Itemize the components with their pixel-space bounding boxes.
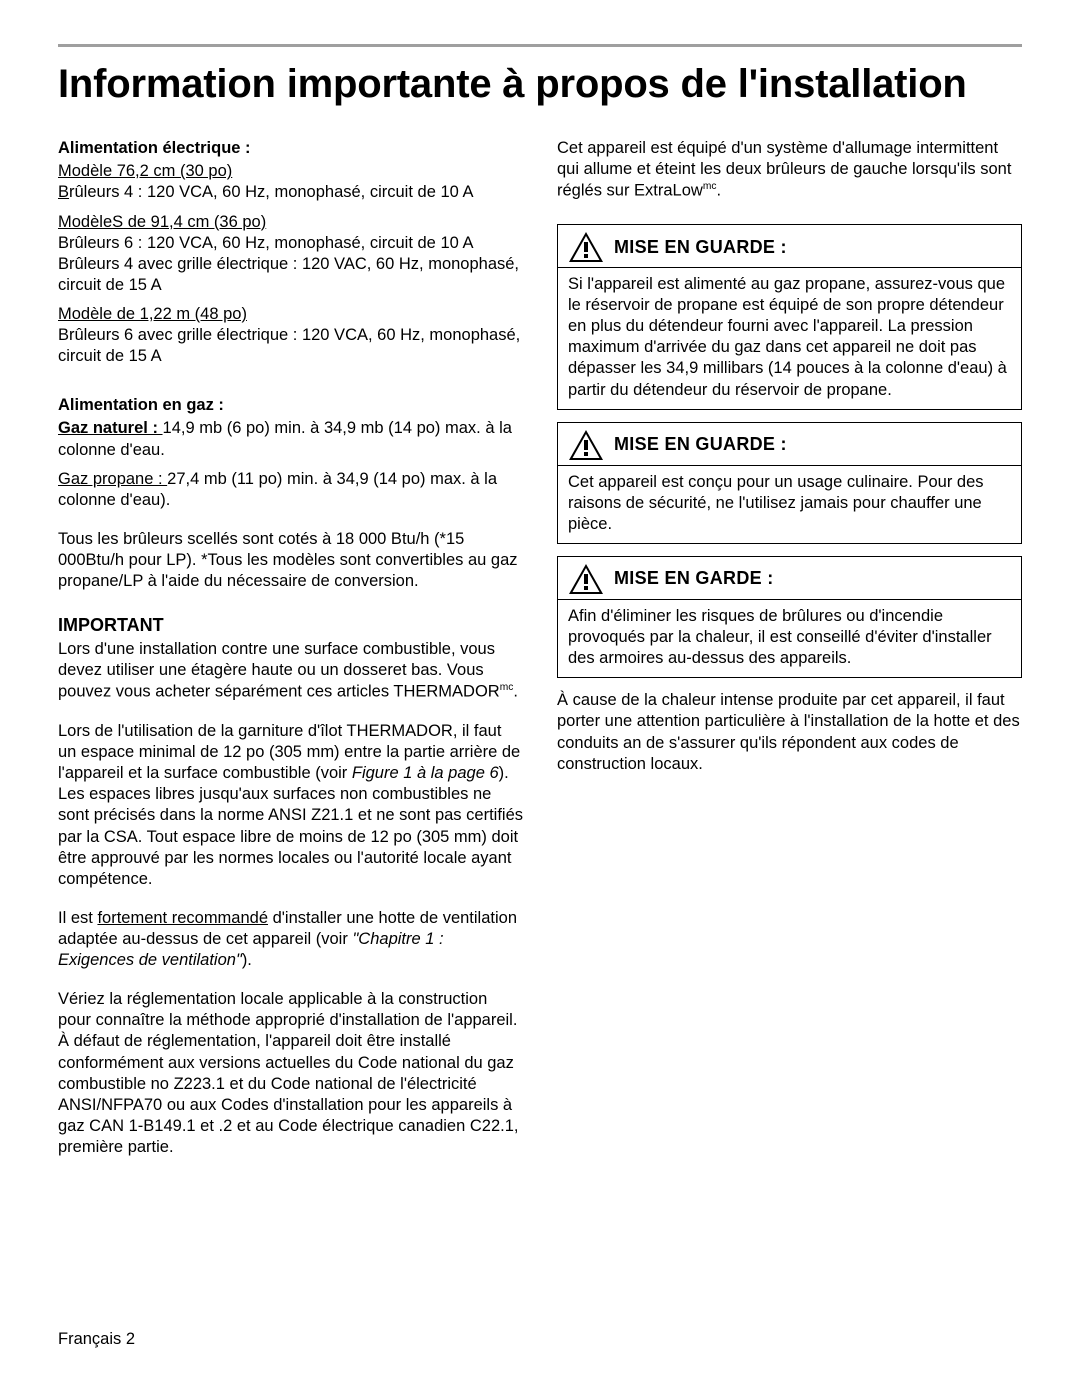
- model-48-block: Modèle de 1,22 m (48 po) Brûleurs 6 avec…: [58, 304, 523, 367]
- warning-box-2: MISE EN GUARDE : Cet appareil est conçu …: [557, 422, 1022, 544]
- gas-natural-block: Gaz naturel : 14,9 mb (6 po) min. à 34,9…: [58, 418, 523, 460]
- warning-3-header: MISE EN GARDE :: [558, 557, 1021, 599]
- closing-paragraph: À cause de la chaleur intense produite p…: [557, 690, 1022, 774]
- important-a-1: Lors d'une installation contre une surfa…: [58, 640, 500, 701]
- warning-1-title: MISE EN GUARDE :: [614, 236, 787, 259]
- gas-propane-block: Gaz propane : 27,4 mb (11 po) min. à 34,…: [58, 469, 523, 511]
- important-b-2: ). Les espaces libres jusqu'aux surfaces…: [58, 764, 523, 888]
- gas-propane-label: Gaz propane :: [58, 470, 167, 488]
- electrical-supply-heading: Alimentation électrique :: [58, 138, 523, 159]
- warning-2-body: Cet appareil est conçu pour un usage cul…: [558, 466, 1021, 543]
- model-48-label: Modèle de 1,22 m (48 po): [58, 305, 247, 323]
- intro-paragraph: Cet appareil est équipé d'un système d'a…: [557, 138, 1022, 202]
- model-36-block: ModèleS de 91,4 cm (36 po) Brûleurs 6 : …: [58, 212, 523, 296]
- intro-sup: mc: [703, 181, 717, 192]
- warning-box-1: MISE EN GUARDE : Si l'appareil est alime…: [557, 224, 1022, 410]
- warning-2-title: MISE EN GUARDE :: [614, 433, 787, 456]
- intro-1: Cet appareil est équipé d'un système d'a…: [557, 139, 1011, 200]
- important-a-2: .: [513, 683, 518, 701]
- intro-2: .: [716, 182, 721, 200]
- page-title: Information importante à propos de l'ins…: [58, 61, 1022, 108]
- warning-2-header: MISE EN GUARDE :: [558, 423, 1021, 465]
- model-30-block: Modèle 76,2 cm (30 po) Brûleurs 4 : 120 …: [58, 161, 523, 203]
- two-column-layout: Alimentation électrique : Modèle 76,2 cm…: [58, 138, 1022, 1176]
- left-column: Alimentation électrique : Modèle 76,2 cm…: [58, 138, 523, 1176]
- gas-supply-heading: Alimentation en gaz :: [58, 395, 523, 416]
- page-footer: Français 2: [58, 1330, 135, 1349]
- page-top-rule: [58, 44, 1022, 47]
- right-column: Cet appareil est équipé d'un système d'a…: [557, 138, 1022, 1176]
- model-36-label: ModèleS de 91,4 cm (36 po): [58, 213, 266, 231]
- warning-icon: [568, 231, 604, 263]
- warning-1-body: Si l'appareil est alimenté au gaz propan…: [558, 268, 1021, 409]
- warning-icon: [568, 429, 604, 461]
- warning-3-body: Afin d'éliminer les risques de brûlures …: [558, 600, 1021, 677]
- important-a-sup: mc: [500, 682, 514, 693]
- important-c-under: fortement recommandé: [97, 909, 268, 927]
- warning-box-3: MISE EN GARDE : Afin d'éliminer les risq…: [557, 556, 1022, 678]
- model-30-label: Modèle 76,2 cm (30 po): [58, 162, 232, 180]
- important-heading: IMPORTANT: [58, 614, 523, 637]
- model-30-text: rûleurs 4 : 120 VCA, 60 Hz, monophasé, c…: [69, 183, 473, 201]
- gas-natural-label: Gaz naturel :: [58, 419, 163, 437]
- model-30-text-u: B: [58, 183, 69, 201]
- model-36-text-a: Brûleurs 6 : 120 VCA, 60 Hz, monophasé, …: [58, 234, 473, 252]
- important-paragraph-a: Lors d'une installation contre une surfa…: [58, 639, 523, 703]
- important-paragraph-c: Il est fortement recommandé d'installer …: [58, 908, 523, 971]
- important-paragraph-d: Vériez la réglementation locale applicab…: [58, 989, 523, 1158]
- important-c-3: ).: [242, 951, 252, 969]
- warning-3-title: MISE EN GARDE :: [614, 567, 774, 590]
- gas-btu-text: Tous les brûleurs scellés sont cotés à 1…: [58, 529, 523, 592]
- model-48-text: Brûleurs 6 avec grille électrique : 120 …: [58, 326, 520, 365]
- warning-1-header: MISE EN GUARDE :: [558, 225, 1021, 267]
- model-36-text-b: Brûleurs 4 avec grille électrique : 120 …: [58, 255, 519, 294]
- warning-icon: [568, 563, 604, 595]
- important-b-italic: Figure 1 à la page 6: [352, 764, 499, 782]
- important-paragraph-b: Lors de l'utilisation de la garniture d'…: [58, 721, 523, 890]
- important-c-1: Il est: [58, 909, 97, 927]
